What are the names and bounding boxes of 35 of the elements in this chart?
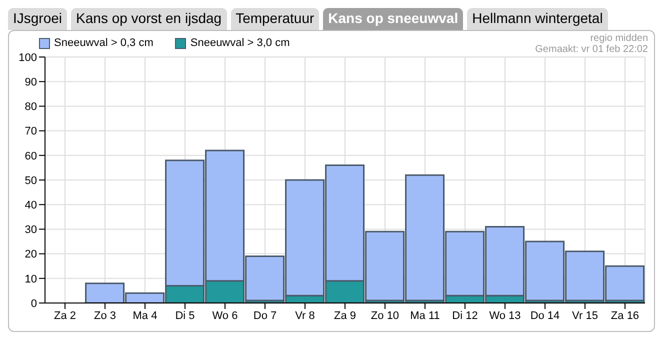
x-tick-label: Do 14 [530,310,560,322]
y-tick-label: 60 [24,150,37,162]
x-tick-label: Za 16 [610,310,640,322]
x-tick-label: Wo 13 [489,310,521,322]
x-tick-label: Ma 11 [410,310,440,322]
tab: IJsgroei [8,8,68,30]
legend-label: Sneeuwval > 0,3 cm [54,37,154,49]
y-tick-label: 40 [24,200,37,212]
x-tick-label: Vr 8 [295,310,315,322]
y-tick-label: 70 [24,126,37,138]
text: regio midden [589,33,648,44]
x-tick-label: Za 9 [334,310,356,322]
legend-label: Sneeuwval > 3,0 cm [190,37,290,49]
x-tick-label: Di 12 [452,310,478,322]
y-tick-label: 50 [24,174,37,187]
y-tick-label: 80 [24,101,37,114]
x-tick-label: Do 7 [253,310,277,322]
x-tick-label: Zo 3 [94,310,116,322]
y-tick-label: 10 [24,273,37,286]
tab: Hellmann wintergetal [467,8,608,30]
x-tick-label: Wo 6 [212,310,238,322]
x-tick-label: Vr 15 [572,310,598,322]
tab: Kans op sneeuwval [323,8,464,30]
y-tick-label: 20 [24,248,37,261]
y-tick-label: 100 [18,52,37,64]
tab: Kans op vorst en ijsdag [71,8,227,30]
x-tick-label: Za 2 [54,310,76,322]
text: Gemaakt: vr 01 feb 22:02 [535,44,648,55]
x-tick-label: Di 5 [175,310,195,322]
y-tick-label: 30 [24,224,37,236]
x-tick-label: Zo 10 [370,310,400,322]
y-tick-label: 90 [24,76,37,89]
tab: Temperatuur [230,8,320,30]
y-tick-label: 0 [30,298,37,310]
x-tick-label: Ma 4 [132,310,158,322]
